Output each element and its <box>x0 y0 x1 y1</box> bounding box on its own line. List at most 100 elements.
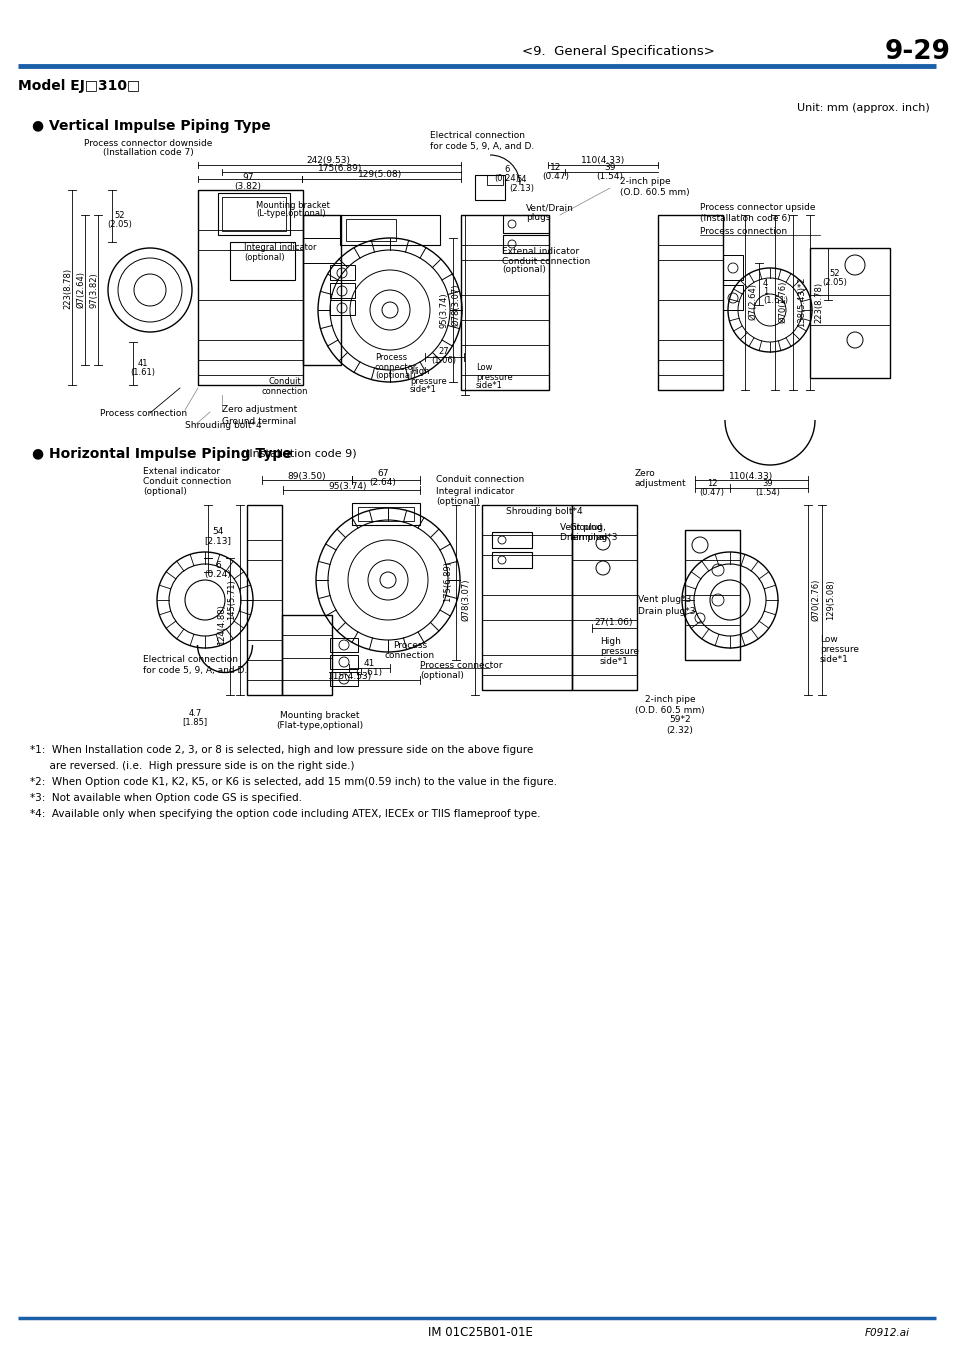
Text: Extenal indicator: Extenal indicator <box>501 247 578 256</box>
Text: pressure: pressure <box>410 377 446 386</box>
Text: (O.D. 60.5 mm): (O.D. 60.5 mm) <box>635 706 704 714</box>
Text: Process connection: Process connection <box>100 409 187 417</box>
Bar <box>330 672 357 686</box>
Text: F0912.ai: F0912.ai <box>864 1328 909 1338</box>
Text: are reversed. (i.e.  High pressure side is on the right side.): are reversed. (i.e. High pressure side i… <box>30 761 355 771</box>
Text: side*1: side*1 <box>410 386 436 394</box>
Text: IM 01C25B01-01E: IM 01C25B01-01E <box>427 1327 532 1339</box>
Text: Ø70(2.76): Ø70(2.76) <box>779 281 787 323</box>
Text: 145(5.71): 145(5.71) <box>227 579 235 621</box>
Bar <box>492 552 532 568</box>
Bar <box>492 532 532 548</box>
Text: 52: 52 <box>114 212 125 220</box>
Text: Integral indicator: Integral indicator <box>436 487 514 497</box>
Text: 52: 52 <box>829 270 840 278</box>
Text: 95(3.74): 95(3.74) <box>329 482 367 490</box>
Bar <box>330 284 355 298</box>
Text: <9.  General Specifications>: <9. General Specifications> <box>521 46 714 58</box>
Text: 54: 54 <box>213 528 223 536</box>
Bar <box>486 176 502 185</box>
Text: (2.32): (2.32) <box>666 725 693 734</box>
Text: 138(5.43)*2: 138(5.43)*2 <box>796 277 805 327</box>
Text: pressure: pressure <box>599 648 639 656</box>
Text: 67: 67 <box>376 470 388 478</box>
Bar <box>330 300 355 315</box>
Text: 9-29: 9-29 <box>884 39 950 65</box>
Text: (Flat-type,optional): (Flat-type,optional) <box>276 721 363 729</box>
Text: Mounting bracket: Mounting bracket <box>280 710 359 720</box>
Text: Drain plug*3: Drain plug*3 <box>559 533 617 543</box>
Text: 4: 4 <box>762 279 767 289</box>
Text: adjustment: adjustment <box>635 478 686 487</box>
Bar <box>282 616 332 695</box>
Bar <box>330 265 355 279</box>
Text: 41: 41 <box>363 659 375 667</box>
Bar <box>722 255 742 279</box>
Text: *1:  When Installation code 2, 3, or 8 is selected, high and low pressure side o: *1: When Installation code 2, 3, or 8 is… <box>30 745 533 755</box>
Bar <box>303 215 340 364</box>
Text: (Installation code 7): (Installation code 7) <box>103 148 193 158</box>
Text: side*1: side*1 <box>599 657 628 667</box>
Text: 175(6.89): 175(6.89) <box>442 562 452 602</box>
Bar <box>346 219 395 242</box>
Text: (0.24): (0.24) <box>204 570 232 579</box>
Text: 110(4.33): 110(4.33) <box>580 157 624 166</box>
Text: Unit: mm (approx. inch): Unit: mm (approx. inch) <box>797 103 929 113</box>
Text: 2-inch pipe: 2-inch pipe <box>644 695 695 705</box>
Text: Low: Low <box>476 363 492 373</box>
Text: Extenal indicator: Extenal indicator <box>143 467 220 475</box>
Text: (2.05): (2.05) <box>821 278 846 288</box>
Text: Ø78(3.07): Ø78(3.07) <box>461 579 471 621</box>
Text: for code 5, 9, A, and D.: for code 5, 9, A, and D. <box>143 666 247 675</box>
Text: 59*2: 59*2 <box>668 716 690 725</box>
Text: Vent plug*3: Vent plug*3 <box>638 595 691 605</box>
Text: Ø7(2.64): Ø7(2.64) <box>76 271 86 309</box>
Text: (optional): (optional) <box>436 497 479 505</box>
Text: (L-type,optional): (L-type,optional) <box>255 209 325 219</box>
Text: Process: Process <box>393 640 427 649</box>
Text: 6: 6 <box>214 560 221 570</box>
Text: Electrical connection: Electrical connection <box>143 656 237 664</box>
Text: (2.13): (2.13) <box>509 185 534 193</box>
Text: 39: 39 <box>761 479 773 489</box>
Text: Process connector downside: Process connector downside <box>84 139 212 147</box>
Text: 41: 41 <box>137 359 148 367</box>
Text: (1.54): (1.54) <box>755 489 780 498</box>
Text: 6: 6 <box>504 166 509 174</box>
Text: *2:  When Option code K1, K2, K5, or K6 is selected, add 15 mm(0.59 inch) to the: *2: When Option code K1, K2, K5, or K6 i… <box>30 778 557 787</box>
Text: 1: 1 <box>762 288 767 297</box>
Text: (1.61): (1.61) <box>762 297 787 305</box>
Text: 12: 12 <box>706 479 717 489</box>
Text: 110(4.33): 110(4.33) <box>728 471 772 481</box>
Text: Process connection: Process connection <box>700 228 786 236</box>
Text: (1.61): (1.61) <box>355 667 382 676</box>
Text: (1.61): (1.61) <box>131 367 155 377</box>
Text: 129(5.08): 129(5.08) <box>357 170 402 180</box>
Text: *3:  Not available when Option code GS is specified.: *3: Not available when Option code GS is… <box>30 792 302 803</box>
Text: Integral indicator: Integral indicator <box>244 243 316 252</box>
Text: 97(3.82): 97(3.82) <box>90 273 98 308</box>
Text: Conduit: Conduit <box>269 378 301 386</box>
Text: ● Horizontal Impulse Piping Type: ● Horizontal Impulse Piping Type <box>32 447 292 460</box>
Text: 54: 54 <box>517 176 527 185</box>
Text: connection: connection <box>384 651 435 660</box>
Text: (2.05): (2.05) <box>108 220 132 230</box>
Bar <box>684 531 740 660</box>
Text: Ground terminal: Ground terminal <box>222 417 296 425</box>
Text: (Installation code 6): (Installation code 6) <box>700 213 790 223</box>
Bar <box>222 197 286 231</box>
Text: Shrouding bolt*4: Shrouding bolt*4 <box>505 506 582 516</box>
Text: (O.D. 60.5 mm): (O.D. 60.5 mm) <box>619 188 689 197</box>
Text: [2.13]: [2.13] <box>204 536 232 545</box>
Text: *4:  Available only when specifying the option code including ATEX, IECEx or TII: *4: Available only when specifying the o… <box>30 809 540 819</box>
Text: Process connector: Process connector <box>419 660 502 670</box>
Text: Mounting bracket: Mounting bracket <box>255 201 330 209</box>
Text: 12: 12 <box>550 163 561 173</box>
Bar <box>230 242 294 279</box>
Text: Vent/Drain: Vent/Drain <box>525 204 574 212</box>
Text: 27: 27 <box>438 347 449 355</box>
Text: 175(6.89): 175(6.89) <box>317 163 362 173</box>
Text: 115(4.53): 115(4.53) <box>328 671 372 680</box>
Text: Zero: Zero <box>635 468 655 478</box>
Text: ● Vertical Impulse Piping Type: ● Vertical Impulse Piping Type <box>32 119 271 134</box>
